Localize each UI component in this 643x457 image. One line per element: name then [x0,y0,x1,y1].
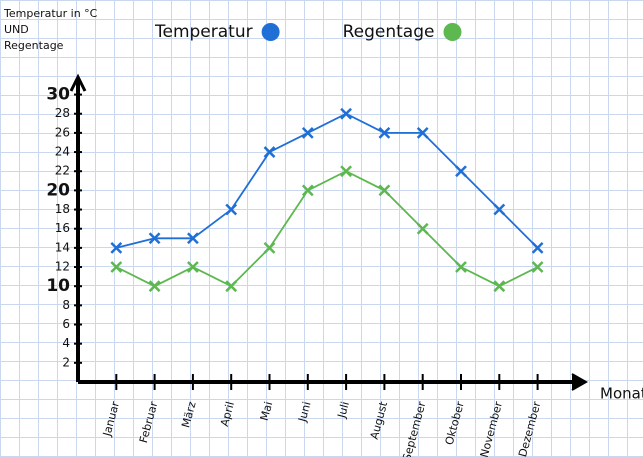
legend-swatch [443,23,462,41]
y-tick-label: 26 [55,125,70,139]
legend-label: Temperatur [154,22,253,42]
x-tick-label: Februar [137,400,161,445]
legend-label: Regentage [343,22,435,42]
data-point [225,280,238,293]
y-tick-label: 22 [55,164,70,178]
series-line [115,170,539,288]
y-tick-label: 14 [55,240,70,254]
y-axis-label: Temperatur in °C UND Regentage [3,7,98,52]
x-tick-label: Januar [100,400,122,439]
data-point [225,203,238,216]
data-point [493,203,506,216]
data-point [148,232,161,245]
data-point [110,241,123,254]
y-tick-label: 6 [62,317,70,331]
x-tick-label: Juni [296,400,314,424]
data-point [263,146,276,158]
x-axis-label: Monate [600,385,643,403]
y-tick-label: 16 [55,221,70,235]
data-point [187,261,199,273]
y-tick-label: 4 [62,336,70,350]
data-point [416,127,429,139]
y-axis-arrow [69,73,87,92]
y-axis-label-line: Regentage [4,39,64,52]
data-point [531,241,544,254]
y-tick-label: 2 [62,355,70,369]
data-point [378,127,391,139]
x-tick-label: September [400,400,428,457]
x-tick-label: Dezember [516,400,543,457]
y-tick-label: 28 [55,106,70,120]
y-tick-label: 10 [46,276,70,296]
data-point [531,261,544,273]
data-point [493,280,506,293]
y-axis-label-line: Temperatur in °C [3,7,98,20]
x-tick-label: März [179,400,198,429]
data-point [340,107,352,120]
data-point [301,127,314,139]
y-tick-label: 20 [46,180,70,200]
legend-swatch [261,23,280,41]
data-point [148,280,161,293]
x-tick-label: November [478,400,505,457]
data-point [263,241,276,254]
y-tick-label: 24 [55,145,70,159]
x-tick-label: April [218,400,237,428]
y-axis-label-line: UND [4,23,29,36]
x-axis-arrow [571,373,589,391]
y-tick-label: 18 [55,202,70,216]
x-tick-label: Juli [335,400,352,420]
x-tick-label: Oktober [443,400,467,447]
data-point [340,165,352,178]
data-point [187,232,199,245]
data-point [301,184,314,197]
x-tick-label: August [368,400,391,441]
series-line [116,112,539,249]
data-point [110,261,123,273]
y-tick-label: 30 [46,85,70,105]
data-point [455,165,467,178]
data-point [416,222,429,235]
x-tick-label: Mai [258,400,276,422]
data-point [455,261,467,273]
y-tick-label: 12 [55,260,70,274]
data-point [378,184,391,197]
y-tick-label: 8 [62,298,70,312]
